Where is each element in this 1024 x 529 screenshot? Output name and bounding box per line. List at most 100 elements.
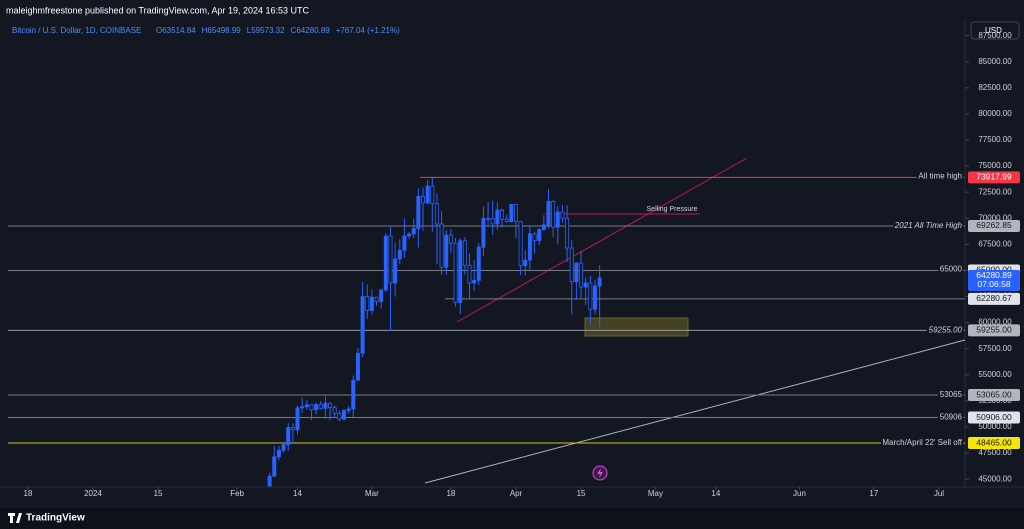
level-name: 2021 All Time High bbox=[894, 221, 963, 230]
candle-body bbox=[430, 185, 435, 205]
candle-body bbox=[574, 262, 579, 283]
candle-body bbox=[304, 404, 309, 408]
y-tick-label: 67500.00 bbox=[978, 239, 1012, 248]
candle-body bbox=[407, 233, 412, 237]
candle-body bbox=[360, 296, 365, 354]
candle-body bbox=[272, 456, 277, 477]
candle-body bbox=[560, 211, 565, 219]
currency-label: USD bbox=[985, 26, 1002, 35]
candle-body bbox=[346, 408, 351, 412]
x-tick-label: 14 bbox=[293, 489, 302, 498]
level-name: 65000 bbox=[940, 265, 963, 274]
price-badge-label: 50906.00 bbox=[976, 412, 1012, 422]
candle-body bbox=[541, 224, 546, 230]
y-tick-label: 75000.00 bbox=[978, 161, 1012, 170]
y-tick-label: 85000.00 bbox=[978, 57, 1012, 66]
candle-body bbox=[318, 404, 323, 409]
x-tick-label: Mar bbox=[365, 489, 379, 498]
candle-body bbox=[337, 412, 342, 420]
y-tick-label: 70000.00 bbox=[978, 213, 1012, 222]
currency-button[interactable] bbox=[970, 21, 1020, 40]
candle-body bbox=[383, 235, 388, 291]
candle-body bbox=[444, 234, 449, 268]
x-tick-label: 18 bbox=[446, 489, 455, 498]
price-badge bbox=[968, 292, 1020, 305]
candle-body bbox=[388, 235, 393, 284]
candle-body bbox=[481, 217, 486, 248]
candle-body bbox=[509, 203, 514, 223]
candle-body bbox=[411, 228, 416, 235]
price-badge-label: 48465.00 bbox=[976, 437, 1012, 447]
candle-body bbox=[425, 185, 430, 204]
price-badge-label: 62280.67 bbox=[976, 293, 1012, 303]
candle-body bbox=[458, 240, 463, 303]
price-badge-label: 69262.85 bbox=[976, 220, 1012, 230]
candle-body bbox=[462, 240, 467, 266]
y-tick-label: 57500.00 bbox=[978, 344, 1012, 353]
candle-body bbox=[300, 406, 305, 409]
trendline bbox=[424, 339, 965, 484]
candle-body bbox=[402, 235, 407, 251]
x-tick-label: Feb bbox=[230, 489, 244, 498]
price-badge-label: 65000.00 bbox=[976, 265, 1012, 275]
countdown-label: 07:06:58 bbox=[977, 279, 1010, 289]
candle-body bbox=[588, 282, 593, 310]
candle-body bbox=[267, 475, 272, 487]
candle-body bbox=[583, 282, 588, 288]
candle-body bbox=[579, 262, 584, 288]
ohlc-value: L59573.32 bbox=[247, 26, 285, 35]
price-badge bbox=[968, 437, 1020, 450]
symbol-title: Bitcoin / U.S. Dollar, 1D, COINBASE bbox=[12, 26, 141, 35]
ohlc-value: H65498.99 bbox=[202, 26, 242, 35]
y-tick-label: 72500.00 bbox=[978, 187, 1012, 196]
price-badge bbox=[968, 411, 1020, 424]
candle-body bbox=[592, 285, 597, 310]
candle-body bbox=[532, 233, 537, 242]
y-tick-label: 87500.00 bbox=[978, 31, 1012, 40]
candle-body bbox=[309, 404, 314, 411]
candle-body bbox=[495, 209, 500, 225]
price-badge-label: 73917.99 bbox=[976, 172, 1012, 182]
candle-body bbox=[341, 410, 346, 420]
candle-body bbox=[546, 200, 551, 226]
candle-body bbox=[565, 217, 570, 249]
candle-body bbox=[537, 229, 542, 242]
price-badge bbox=[968, 219, 1020, 232]
candle-body bbox=[421, 195, 426, 204]
y-tick-label: 60000.00 bbox=[978, 318, 1012, 327]
price-badge-label: 59255.00 bbox=[976, 325, 1012, 335]
ohlc-value: O63514.84 bbox=[156, 26, 196, 35]
candle-body bbox=[476, 246, 481, 281]
candle-body bbox=[295, 407, 300, 431]
candle-body bbox=[369, 296, 374, 311]
x-tick-label: 2024 bbox=[84, 489, 102, 498]
event-icon-bolt bbox=[597, 468, 603, 478]
candle-body bbox=[416, 195, 421, 229]
candle-body bbox=[569, 247, 574, 283]
footer-brand: TradingView bbox=[26, 513, 85, 524]
candle-body bbox=[472, 279, 477, 284]
y-tick-label: 80000.00 bbox=[978, 109, 1012, 118]
level-name: 53065 bbox=[940, 390, 963, 399]
candle-body bbox=[314, 404, 319, 411]
x-tick-label: Jul bbox=[934, 489, 944, 498]
candle-body bbox=[276, 449, 281, 458]
candle-body bbox=[397, 249, 402, 260]
candle-body bbox=[453, 242, 458, 303]
candle-body bbox=[439, 223, 444, 268]
candle-body bbox=[290, 427, 295, 431]
x-tick-label: 17 bbox=[869, 489, 878, 498]
candle-body bbox=[597, 277, 602, 287]
ohlc-value: C64280.89 bbox=[291, 26, 331, 35]
candle-body bbox=[490, 217, 495, 225]
x-tick-label: Apr bbox=[510, 489, 523, 498]
candle-body bbox=[523, 259, 528, 267]
candle-body bbox=[379, 289, 384, 302]
level-name: All time high bbox=[918, 172, 962, 181]
candle-body bbox=[467, 264, 472, 284]
candle-body bbox=[518, 221, 523, 267]
candle-body bbox=[355, 352, 360, 381]
zone-box bbox=[584, 317, 689, 337]
candle-body bbox=[323, 402, 328, 409]
